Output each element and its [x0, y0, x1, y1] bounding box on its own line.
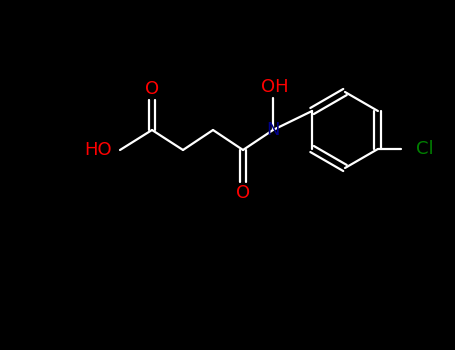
Text: HO: HO [84, 141, 112, 159]
Text: OH: OH [261, 78, 289, 96]
Text: O: O [145, 80, 159, 98]
Text: O: O [236, 184, 250, 202]
Text: Cl: Cl [416, 140, 434, 158]
Text: N: N [266, 121, 280, 139]
